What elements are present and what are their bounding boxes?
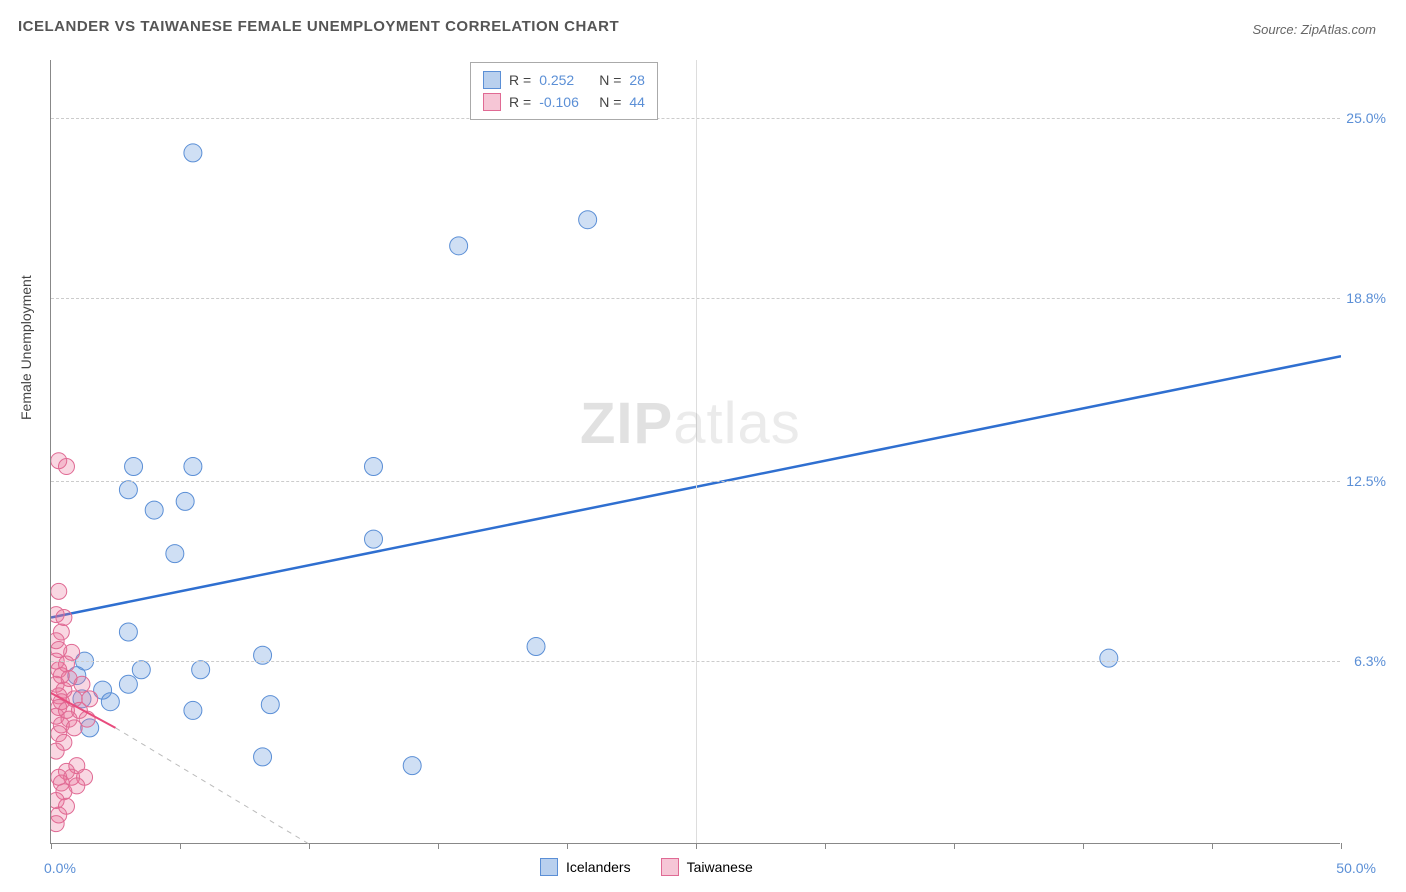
swatch-taiwanese [483, 93, 501, 111]
scatter-point [254, 748, 272, 766]
scatter-point [119, 675, 137, 693]
legend-series: Icelanders Taiwanese [540, 858, 753, 876]
scatter-point [184, 458, 202, 476]
legend-item-icelanders: Icelanders [540, 858, 631, 876]
r-label: R = [509, 72, 531, 88]
swatch-taiwanese-bottom [661, 858, 679, 876]
scatter-point [527, 638, 545, 656]
scatter-point [579, 211, 597, 229]
scatter-point [261, 696, 279, 714]
x-tick [51, 843, 52, 849]
scatter-point [184, 144, 202, 162]
scatter-point [145, 501, 163, 519]
scatter-point [125, 458, 143, 476]
chart-title: ICELANDER VS TAIWANESE FEMALE UNEMPLOYME… [18, 18, 619, 35]
scatter-point [51, 583, 67, 599]
scatter-point [56, 610, 72, 626]
scatter-point [132, 661, 150, 679]
n-label-2: N = [599, 94, 621, 110]
y-tick-label: 18.8% [1346, 290, 1386, 306]
scatter-point [119, 481, 137, 499]
n-value-taiwanese: 44 [629, 94, 645, 110]
scatter-point [184, 701, 202, 719]
source-label: Source: ZipAtlas.com [1252, 22, 1376, 37]
x-axis-min-label: 0.0% [44, 860, 76, 876]
scatter-point [119, 623, 137, 641]
scatter-point [365, 530, 383, 548]
scatter-point [58, 459, 74, 475]
r-label-2: R = [509, 94, 531, 110]
r-value-taiwanese: -0.106 [539, 94, 591, 110]
legend-label-taiwanese: Taiwanese [687, 859, 753, 875]
x-tick [825, 843, 826, 849]
x-tick [1341, 843, 1342, 849]
y-tick-label: 25.0% [1346, 110, 1386, 126]
x-tick [1212, 843, 1213, 849]
r-value-icelanders: 0.252 [539, 72, 591, 88]
x-tick [696, 843, 697, 849]
scatter-point [1100, 649, 1118, 667]
scatter-point [403, 757, 421, 775]
scatter-point [66, 720, 82, 736]
scatter-point [51, 816, 64, 832]
trend-line-extrapolated [116, 728, 310, 844]
swatch-icelanders-bottom [540, 858, 558, 876]
scatter-point [450, 237, 468, 255]
y-tick-label: 12.5% [1346, 473, 1386, 489]
watermark: ZIPatlas [580, 390, 801, 457]
scatter-point [51, 743, 64, 759]
scatter-point [365, 458, 383, 476]
x-tick [438, 843, 439, 849]
x-tick [567, 843, 568, 849]
legend-label-icelanders: Icelanders [566, 859, 631, 875]
scatter-point [192, 661, 210, 679]
legend-item-taiwanese: Taiwanese [661, 858, 753, 876]
legend-row-icelanders: R = 0.252 N = 28 [483, 69, 645, 91]
y-axis-label: Female Unemployment [18, 275, 34, 420]
swatch-icelanders [483, 71, 501, 89]
chart-container: ICELANDER VS TAIWANESE FEMALE UNEMPLOYME… [0, 0, 1406, 892]
x-tick [309, 843, 310, 849]
y-tick-label: 6.3% [1354, 653, 1386, 669]
scatter-point [101, 693, 119, 711]
x-tick [954, 843, 955, 849]
legend-row-taiwanese: R = -0.106 N = 44 [483, 91, 645, 113]
x-tick [180, 843, 181, 849]
scatter-point [166, 545, 184, 563]
watermark-prefix: ZIP [580, 391, 673, 456]
x-axis-max-label: 50.0% [1336, 860, 1376, 876]
watermark-suffix: atlas [673, 391, 801, 456]
n-value-icelanders: 28 [629, 72, 645, 88]
scatter-point [176, 492, 194, 510]
scatter-point [74, 676, 90, 692]
n-label: N = [599, 72, 621, 88]
legend-correlation: R = 0.252 N = 28 R = -0.106 N = 44 [470, 62, 658, 120]
x-tick [1083, 843, 1084, 849]
